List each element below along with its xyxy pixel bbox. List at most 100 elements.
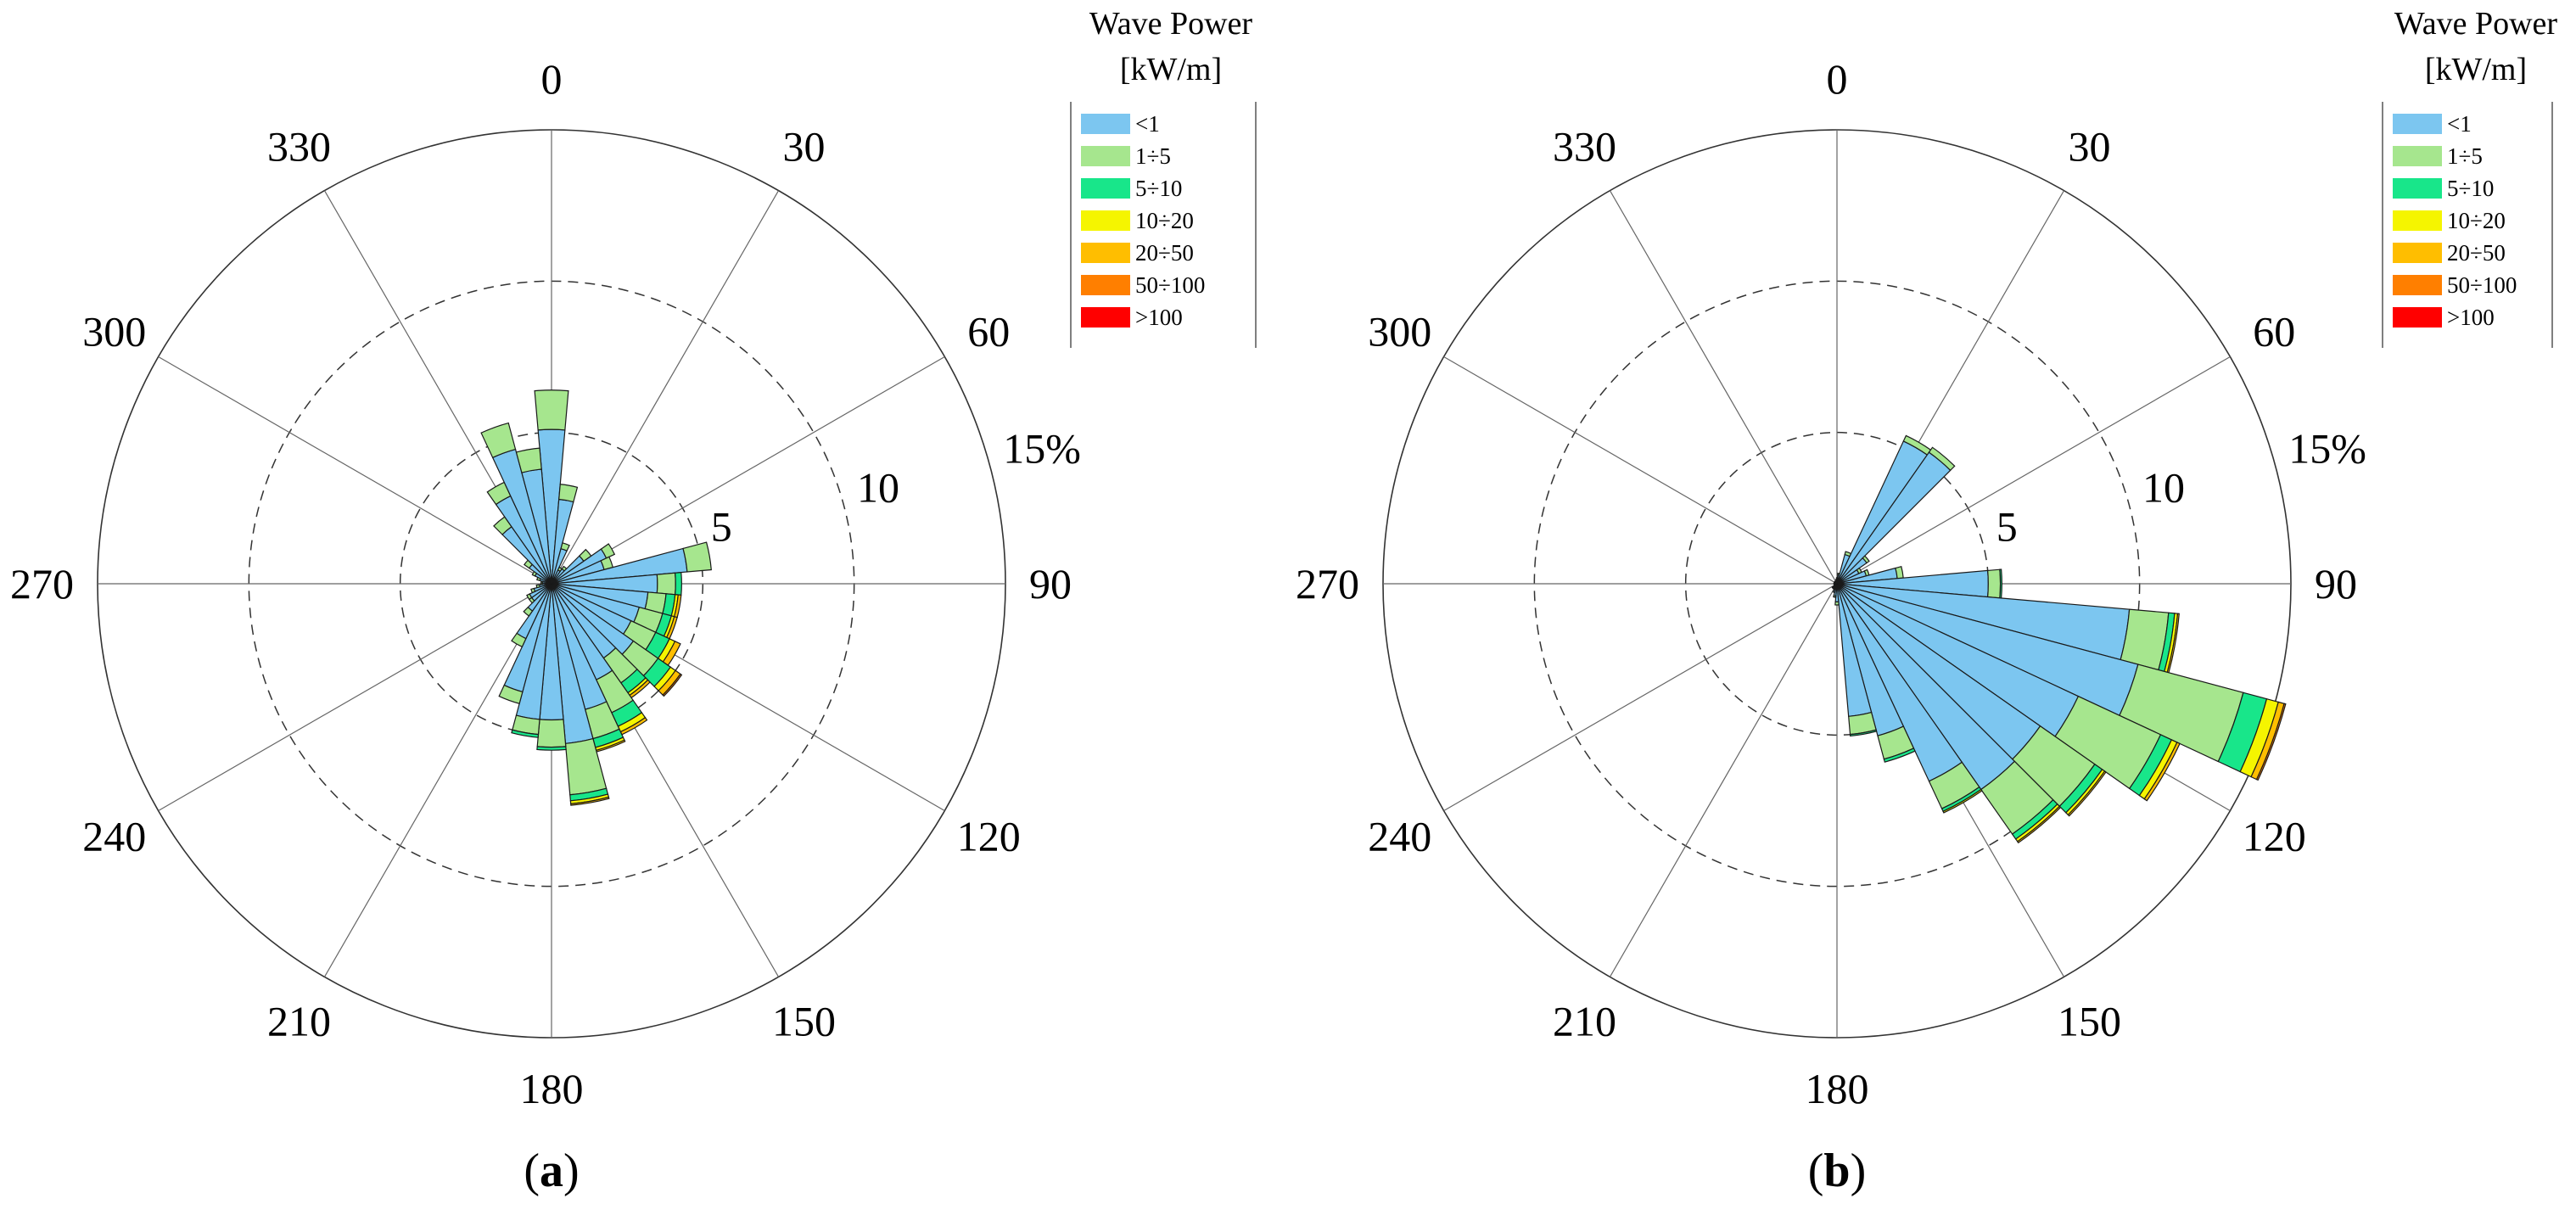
wedge-90-class-2 xyxy=(675,571,682,596)
wedge-210-class-1 xyxy=(511,632,527,648)
rose-panel-a: 0 30 60 90 120 150 180 210 240 270 300 330 5 10 15% Wav… xyxy=(10,6,1257,1197)
legend-swatch-3 xyxy=(1081,210,1130,231)
legend-label-5: 50÷100 xyxy=(1135,272,1205,298)
legend-unit: [kW/m] xyxy=(1120,52,1222,87)
sector-0 xyxy=(534,389,569,585)
legend-label-4: 20÷50 xyxy=(2447,240,2506,266)
spoke-330 xyxy=(1609,190,1838,585)
wedge-10-class-1 xyxy=(558,484,579,503)
wedge-150-class-3 xyxy=(1942,788,1983,814)
wedge-180-class-1 xyxy=(1834,601,1840,606)
direction-label-90: 90 xyxy=(2315,560,2357,608)
direction-label-330: 330 xyxy=(1553,123,1616,171)
sector-80 xyxy=(551,541,712,585)
legend-title: Wave Power xyxy=(1089,6,1252,42)
legend-label-1: 1÷5 xyxy=(2447,143,2483,169)
sector-330 xyxy=(486,481,552,585)
legend-swatch-1 xyxy=(1081,146,1130,166)
direction-label-300: 300 xyxy=(82,308,146,356)
legend-swatch-2 xyxy=(1081,178,1130,199)
sector-30 xyxy=(1836,434,1932,585)
legend-label-3: 10÷20 xyxy=(1135,208,1194,233)
direction-label-270: 270 xyxy=(1296,560,1359,608)
wedge-120-class-4 xyxy=(2143,742,2181,802)
sector-320 xyxy=(493,516,552,585)
wedge-170-class-4 xyxy=(570,796,610,806)
wedge-180-class-2 xyxy=(536,746,567,751)
legend-label-5: 50÷100 xyxy=(2447,272,2517,298)
legend-label-2: 5÷10 xyxy=(1135,176,1182,201)
legend-label-3: 10÷20 xyxy=(2447,208,2506,233)
wedge-250-class-1 xyxy=(530,587,536,594)
legend: Wave Power [kW/m] <1 1÷5 5÷10 10÷20 20÷50 50÷10… xyxy=(1070,6,1257,348)
legend-swatch-5 xyxy=(1081,275,1130,295)
wedge-130-class-5 xyxy=(662,673,683,697)
sector-350 xyxy=(515,447,552,585)
sector-340 xyxy=(480,422,552,585)
direction-label-300: 300 xyxy=(1368,308,1431,356)
spoke-30 xyxy=(551,190,780,585)
wedge-350-class-1 xyxy=(515,447,542,473)
sector-200 xyxy=(498,583,552,704)
wedge-80-class-1 xyxy=(682,541,712,573)
direction-label-240: 240 xyxy=(1368,813,1431,860)
sector-90 xyxy=(1836,568,2002,599)
legend-swatch-3 xyxy=(2393,210,2442,231)
wedge-90-class-2 xyxy=(1999,568,2002,599)
direction-label-270: 270 xyxy=(10,560,74,608)
direction-label-330: 330 xyxy=(267,123,331,171)
direction-label-0: 0 xyxy=(541,55,563,103)
wedge-130-class-4 xyxy=(2067,770,2107,817)
sector-350 xyxy=(1834,579,1838,585)
legend-swatch-4 xyxy=(2393,243,2442,263)
wedge-20-class-1 xyxy=(560,542,570,552)
direction-label-120: 120 xyxy=(2243,813,2306,860)
direction-label-30: 30 xyxy=(2069,123,2111,171)
legend-label-1: 1÷5 xyxy=(1135,143,1171,169)
legend-swatch-6 xyxy=(1081,307,1130,328)
spoke-60 xyxy=(1836,356,2231,585)
sector-50 xyxy=(1836,555,1870,585)
sector-220 xyxy=(523,583,552,617)
legend-label-6: >100 xyxy=(1135,305,1183,330)
wedge-40-class-1 xyxy=(1928,446,1956,472)
ring-label-10: 10 xyxy=(2142,464,2185,512)
direction-label-240: 240 xyxy=(82,813,146,860)
spoke-210 xyxy=(1609,583,1838,977)
direction-label-30: 30 xyxy=(783,123,826,171)
panel-label: (b) xyxy=(1808,1145,1866,1197)
direction-label-90: 90 xyxy=(1029,560,1072,608)
sector-150 xyxy=(1836,583,1983,814)
wedge-160-class-2 xyxy=(1883,747,1916,763)
direction-label-0: 0 xyxy=(1827,55,1848,103)
direction-label-180: 180 xyxy=(1806,1065,1869,1112)
sector-130 xyxy=(551,583,683,697)
sector-210 xyxy=(511,583,552,648)
rose-panel-b: 0 30 60 90 120 150 180 210 240 270 300 330 5 10 15% Wav… xyxy=(1296,6,2557,1197)
ring-label-15: 15% xyxy=(1003,424,1081,472)
wedge-90-class-1 xyxy=(1987,568,2002,599)
spoke-240 xyxy=(1443,583,1838,812)
wedge-170-class-2 xyxy=(1849,729,1878,737)
direction-label-60: 60 xyxy=(2253,308,2295,356)
legend-label-6: >100 xyxy=(2447,305,2495,330)
sector-110 xyxy=(1836,583,2287,781)
wedge-80-class-1 xyxy=(1895,565,1904,580)
legend-swatch-6 xyxy=(2393,307,2442,328)
sector-90 xyxy=(551,571,682,596)
sector-170 xyxy=(551,583,610,806)
ring-label-15: 15% xyxy=(2288,424,2366,472)
sector-120 xyxy=(1836,583,2181,802)
wedge-180-class-1 xyxy=(536,719,567,748)
legend-label-2: 5÷10 xyxy=(2447,176,2494,201)
wedge-190-class-1 xyxy=(1833,595,1837,598)
spoke-300 xyxy=(1443,356,1838,585)
legend-swatch-0 xyxy=(1081,114,1130,134)
sector-160 xyxy=(551,583,626,753)
legend-swatch-0 xyxy=(2393,114,2442,134)
panel-label: (a) xyxy=(524,1145,579,1197)
sector-140 xyxy=(551,583,651,699)
wedge-340-class-1 xyxy=(480,422,517,459)
sector-260 xyxy=(535,583,552,589)
